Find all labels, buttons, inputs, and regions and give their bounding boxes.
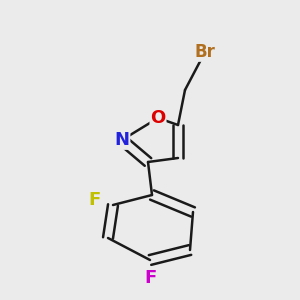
Text: O: O	[150, 109, 166, 127]
Text: F: F	[89, 191, 101, 209]
Text: F: F	[144, 269, 156, 287]
Text: N: N	[115, 131, 130, 149]
Text: Br: Br	[195, 43, 215, 61]
